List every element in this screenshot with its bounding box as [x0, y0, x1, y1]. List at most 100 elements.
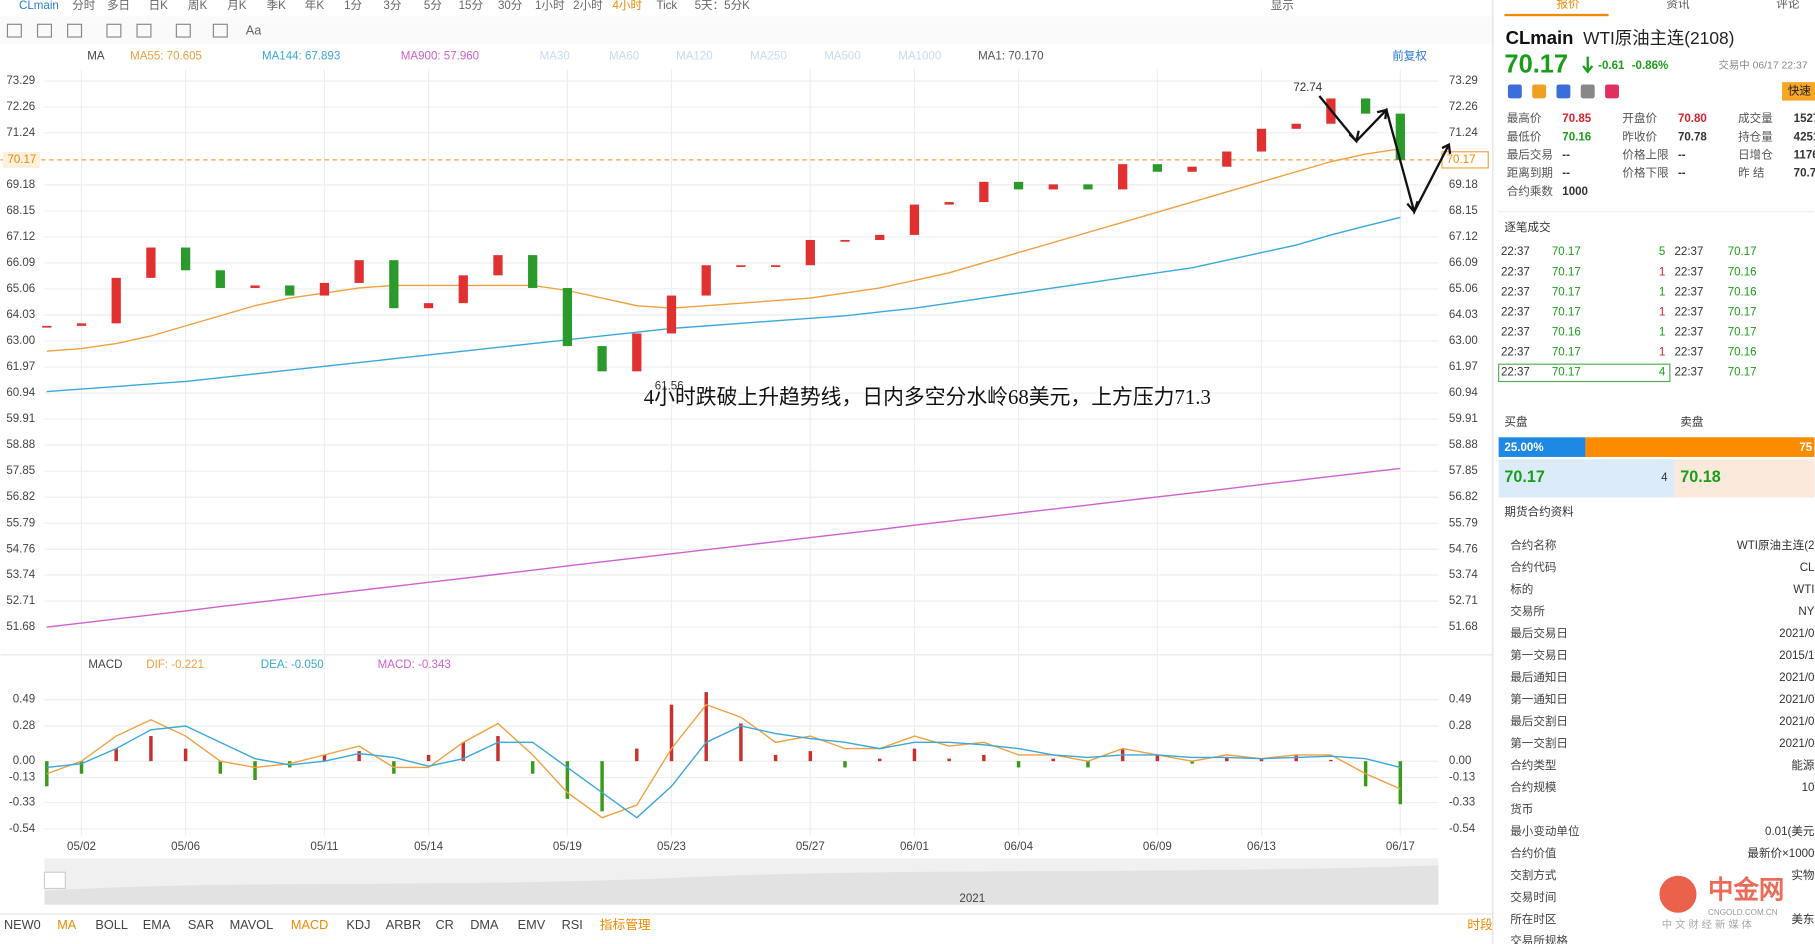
- candle: [493, 255, 503, 276]
- tool-icon[interactable]: [175, 23, 191, 38]
- symbol-tab[interactable]: CLmain: [19, 0, 59, 12]
- indicator-tab[interactable]: RSI: [562, 917, 583, 932]
- feature-icon[interactable]: [1556, 84, 1571, 99]
- macd-bar: [773, 754, 778, 762]
- legend-entry[interactable]: MA900: 57.960: [401, 51, 479, 63]
- quick-label[interactable]: 快速: [1788, 84, 1812, 97]
- candle: [389, 260, 399, 309]
- period-tab[interactable]: 多日: [107, 0, 130, 12]
- tool-icon[interactable]: [36, 23, 52, 38]
- legend-entry[interactable]: DEA: -0.050: [261, 659, 324, 671]
- macd-bar: [114, 748, 118, 762]
- indicator-tab[interactable]: MAVOL: [230, 917, 274, 932]
- trade-price: 70.16: [1728, 266, 1757, 278]
- contract-value: 2015/1: [1779, 650, 1814, 662]
- quote-price: 70.17: [1504, 51, 1568, 79]
- side-tab[interactable]: 资讯: [1666, 0, 1690, 11]
- indicator-tab[interactable]: EMV: [518, 917, 546, 932]
- period-tab[interactable]: 周K: [188, 0, 208, 12]
- y-tick-label: -0.54: [9, 823, 36, 835]
- trade-time: 22:37: [1674, 246, 1703, 258]
- legend-entry-inactive[interactable]: MA30: [540, 51, 570, 63]
- period-tab[interactable]: 1分: [344, 0, 362, 12]
- side-tab[interactable]: 评论: [1776, 0, 1800, 11]
- period-tab[interactable]: Tick: [656, 0, 677, 12]
- indicator-tab[interactable]: SAR: [188, 917, 214, 932]
- period-tab[interactable]: 3分: [383, 0, 401, 12]
- legend-entry-inactive[interactable]: MA60: [609, 51, 639, 63]
- macd-bar: [79, 761, 84, 774]
- watermark-slogan: 中 文 财 经 新 媒 体: [1662, 918, 1753, 931]
- indicator-tab[interactable]: NEW0: [4, 917, 41, 932]
- indicator-tab[interactable]: MA: [57, 917, 77, 932]
- font-tool[interactable]: Aa: [246, 23, 262, 38]
- period-tab[interactable]: 日K: [149, 0, 169, 12]
- tool-icon[interactable]: [6, 23, 22, 38]
- period-tab[interactable]: 月K: [227, 0, 247, 12]
- indicator-tab[interactable]: BOLL: [95, 917, 128, 932]
- legend-entry[interactable]: MA55: 70.605: [130, 51, 202, 63]
- y-tick-label: 73.29: [6, 75, 35, 87]
- indicator-tab[interactable]: CR: [435, 917, 453, 932]
- period-tab[interactable]: 2小时: [573, 0, 603, 12]
- y-tick-label: -0.13: [9, 772, 35, 784]
- period-tab[interactable]: 5分: [424, 0, 442, 12]
- stat-value: 70.78: [1678, 131, 1707, 143]
- period-tab[interactable]: 15分: [459, 0, 484, 12]
- quick-button[interactable]: [1782, 82, 1815, 101]
- candle: [805, 239, 815, 266]
- tool-icon[interactable]: [212, 23, 228, 38]
- indicator-tab[interactable]: ARBR: [386, 917, 421, 932]
- ma-line: [46, 216, 1401, 393]
- trade-time: 22:37: [1501, 266, 1530, 278]
- legend-entry-inactive[interactable]: MA120: [676, 51, 713, 63]
- contract-value: 2021/0: [1779, 716, 1814, 728]
- trade-time: 22:37: [1674, 286, 1703, 298]
- period-tab[interactable]: 季K: [267, 0, 287, 12]
- feature-icon[interactable]: [1507, 84, 1522, 99]
- legend-entry[interactable]: MACD: -0.343: [378, 659, 451, 671]
- feature-icon[interactable]: [1580, 84, 1595, 99]
- adjust-menu[interactable]: 前复权: [1392, 49, 1427, 63]
- sell-bar: [1585, 437, 1815, 457]
- candle: [250, 285, 260, 288]
- legend-entry-inactive[interactable]: MA1000: [898, 51, 941, 63]
- period-button[interactable]: 时段: [1467, 917, 1493, 932]
- feature-icon[interactable]: [1532, 84, 1547, 99]
- legend-entry[interactable]: DIF: -0.221: [146, 659, 204, 671]
- indicator-tab[interactable]: KDJ: [346, 917, 370, 932]
- x-tick-label: 05/23: [657, 841, 686, 853]
- legend-entry[interactable]: MA144: 67.893: [262, 51, 340, 63]
- tool-icon[interactable]: [67, 23, 83, 38]
- period-tab[interactable]: 4小时: [613, 0, 643, 12]
- y-tick-label: 71.24: [6, 127, 35, 139]
- period-tab[interactable]: 30分: [498, 0, 523, 12]
- macd-bar: [1329, 759, 1333, 762]
- tool-icon[interactable]: [106, 23, 122, 38]
- display-menu[interactable]: 显示: [1271, 0, 1294, 12]
- indicator-manage[interactable]: 指标管理: [600, 917, 651, 932]
- y-tick-label: 58.88: [6, 439, 35, 451]
- macd-bar: [1225, 757, 1229, 762]
- feature-icon[interactable]: [1605, 84, 1619, 99]
- period-tab[interactable]: 分时: [72, 0, 96, 12]
- watermark-brand: 中金网: [1708, 876, 1784, 905]
- macd-bar: [357, 751, 361, 762]
- indicator-tab[interactable]: MACD: [291, 917, 328, 932]
- indicator-tab[interactable]: DMA: [470, 917, 499, 932]
- period-tab[interactable]: 年K: [305, 0, 325, 12]
- y-tick-label: 55.79: [6, 517, 35, 529]
- tool-icon[interactable]: [136, 23, 152, 38]
- indicator-tab[interactable]: EMA: [143, 917, 171, 932]
- side-tab[interactable]: 报价: [1556, 0, 1580, 11]
- contract-label: 合约类型: [1510, 758, 1556, 772]
- trade-time: 22:37: [1674, 266, 1703, 278]
- period-tab[interactable]: 1小时: [535, 0, 565, 12]
- legend-entry-inactive[interactable]: MA250: [750, 51, 787, 63]
- stat-label: 最高价: [1507, 111, 1542, 125]
- ma-line: [46, 148, 1401, 352]
- candle: [215, 270, 225, 288]
- legend-entry-inactive[interactable]: MA500: [824, 51, 861, 63]
- scroll-handle[interactable]: [43, 871, 66, 890]
- period-tab[interactable]: 5天：5分K: [695, 0, 750, 12]
